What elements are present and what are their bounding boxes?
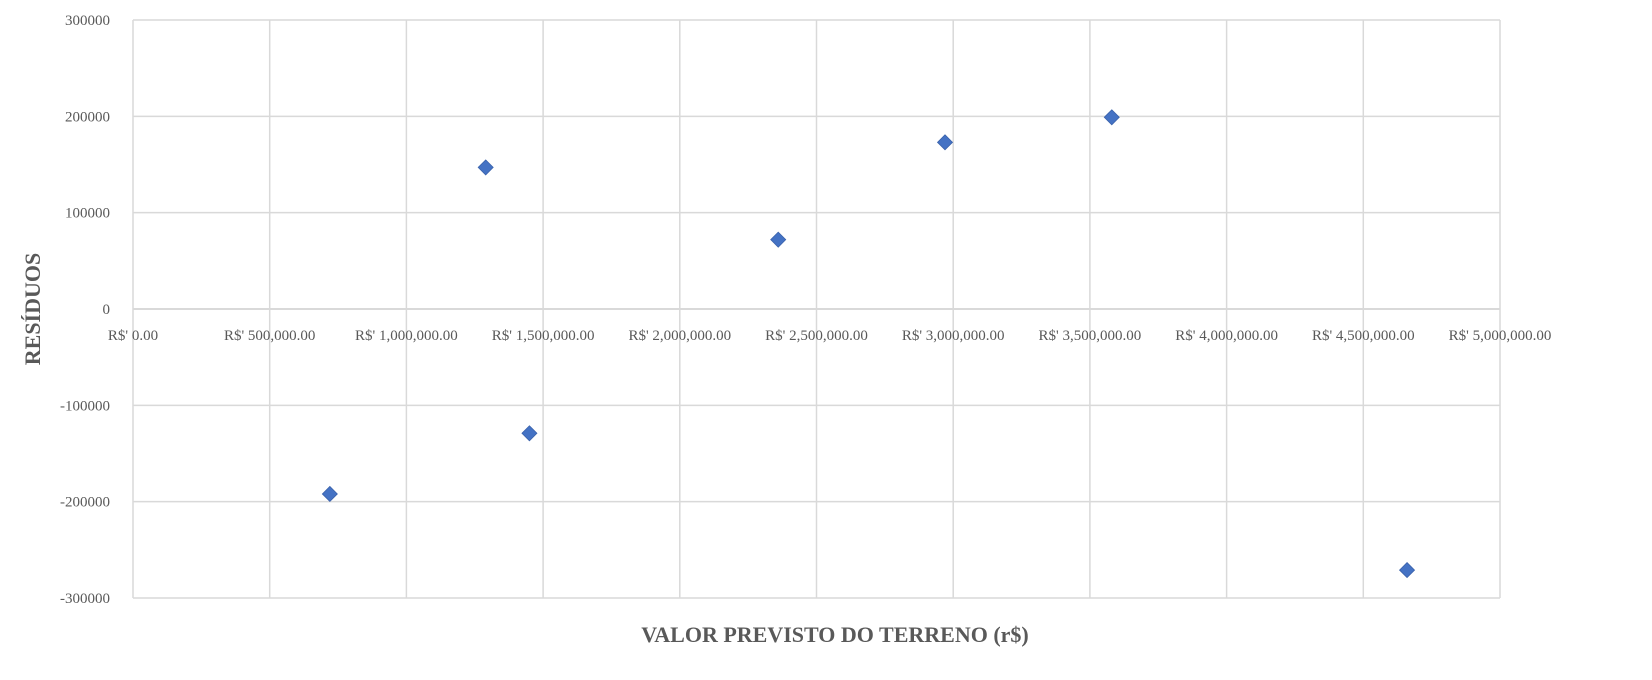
x-tick-label: R$' 5,000,000.00 bbox=[1449, 328, 1552, 344]
data-point bbox=[1103, 109, 1120, 126]
y-axis-tick-labels: 300000 200000 100000 0 -100000 -200000 -300000 bbox=[60, 13, 110, 607]
x-axis-title: VALOR PREVISTO DO TERRENO (r$) bbox=[641, 622, 1029, 647]
x-tick-label: R$' 3,000,000.00 bbox=[902, 328, 1005, 344]
y-tick-label: -300000 bbox=[60, 591, 110, 607]
data-point bbox=[521, 425, 538, 442]
x-tick-label: R$' 0.00 bbox=[108, 328, 158, 344]
data-point bbox=[936, 134, 954, 151]
x-tick-label: R$' 4,500,000.00 bbox=[1312, 328, 1415, 344]
x-tick-label: R$' 500,000.00 bbox=[224, 328, 315, 344]
y-tick-label: 100000 bbox=[65, 206, 110, 222]
x-tick-label: R$' 3,500,000.00 bbox=[1039, 328, 1142, 344]
x-tick-label: R$' 2,500,000.00 bbox=[765, 328, 868, 344]
y-tick-label: -100000 bbox=[60, 398, 110, 414]
data-point bbox=[321, 485, 338, 503]
x-tick-label: R$' 1,000,000.00 bbox=[355, 328, 458, 344]
y-tick-label: 0 bbox=[103, 302, 111, 318]
y-tick-label: 300000 bbox=[65, 13, 110, 29]
data-points bbox=[321, 109, 1416, 579]
y-tick-label: 200000 bbox=[65, 109, 110, 125]
x-tick-label: R$' 2,000,000.00 bbox=[628, 328, 731, 344]
y-tick-label: -200000 bbox=[60, 495, 110, 511]
data-point bbox=[477, 159, 494, 176]
x-axis-tick-labels: R$' 0.00 R$' 500,000.00 R$' 1,000,000.00 R$… bbox=[108, 328, 1551, 344]
x-tick-label: R$' 4,000,000.00 bbox=[1175, 328, 1278, 344]
data-point bbox=[1398, 561, 1416, 579]
x-tick-label: R$' 1,500,000.00 bbox=[492, 328, 595, 344]
gridlines bbox=[132, 19, 1501, 599]
y-axis-title: RESÍDUOS bbox=[20, 253, 45, 365]
data-point bbox=[770, 231, 787, 248]
